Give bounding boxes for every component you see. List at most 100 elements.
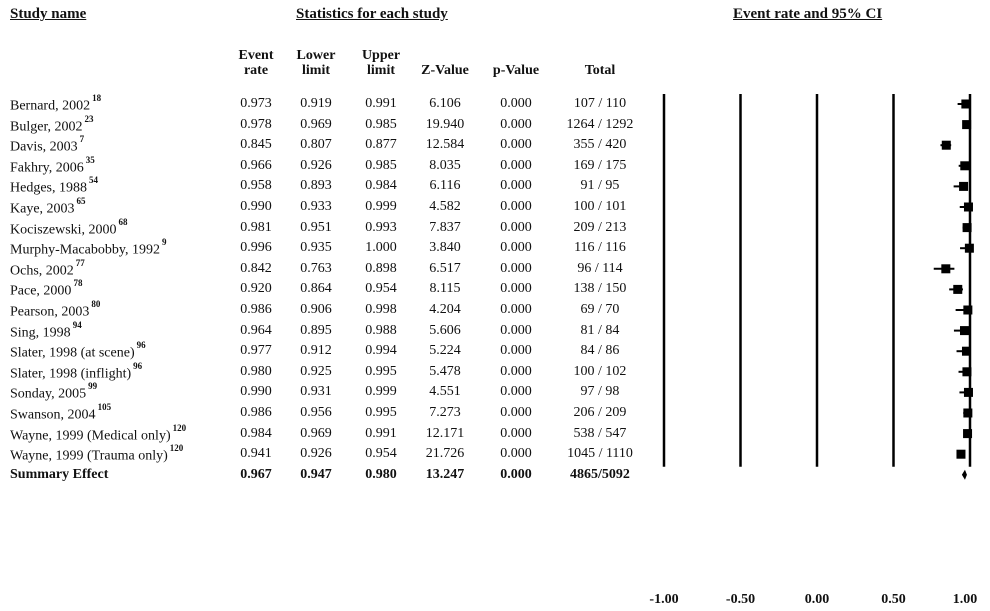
study-name: Kaye, 200365	[10, 196, 86, 218]
cell-p-value: 0.000	[500, 322, 532, 338]
col-p-value: p-Value	[492, 63, 540, 78]
header-plot: Event rate and 95% CI	[733, 6, 883, 22]
cell-total: 209 / 213	[573, 219, 627, 235]
study-name: Wayne, 1999 (Medical only)120	[10, 423, 186, 445]
cell-p-value: 0.000	[500, 281, 532, 297]
point-estimate	[960, 161, 970, 171]
point-estimate	[959, 181, 969, 191]
cell-total: 96 / 114	[577, 260, 623, 276]
study-name: Fakhry, 200635	[10, 155, 95, 177]
table-row: Kociszewski, 200068 0.981 0.951 0.993 7.837 0…	[0, 217, 990, 239]
point-estimate	[963, 387, 973, 397]
table-row: Pace, 200078 0.920 0.864 0.954 8.115 0.000 138…	[0, 278, 990, 300]
cell-z-value: 8.115	[429, 281, 461, 297]
study-marker	[953, 326, 969, 336]
cell-lower-limit: 0.947	[300, 466, 332, 482]
cell-total: 138 / 150	[573, 281, 627, 297]
summary-diamond	[961, 469, 967, 480]
cell-total: 100 / 102	[573, 363, 627, 379]
cell-z-value: 7.273	[429, 405, 461, 420]
cell-p-value: 0.000	[500, 260, 532, 276]
cell-total: 91 / 95	[580, 178, 620, 194]
study-marker	[958, 161, 970, 171]
cell-upper-limit: 0.985	[365, 116, 397, 132]
point-estimate	[963, 305, 973, 315]
study-name-text: Sonday, 2005	[10, 387, 87, 403]
x-tick-label: -0.50	[725, 592, 756, 607]
col-lower-limit-line1: Lower	[296, 48, 336, 63]
cell-total: 116 / 116	[574, 240, 626, 256]
reference-number: 7	[79, 134, 85, 145]
point-estimate	[961, 346, 971, 356]
cell-upper-limit: 0.999	[365, 384, 397, 400]
cell-p-value: 0.000	[500, 363, 532, 379]
point-estimate	[941, 264, 951, 274]
cell-upper-limit: 1.000	[365, 240, 397, 256]
table-row: Ochs, 200277 0.842 0.763 0.898 6.517 0.000 96 …	[0, 258, 990, 279]
header-study-name: Study name	[10, 6, 87, 22]
study-name: Murphy-Macabobby, 19929	[10, 237, 166, 259]
study-name-text: Kociszewski, 2000	[10, 222, 117, 238]
study-name: Kociszewski, 200068	[10, 217, 128, 239]
cell-z-value: 3.840	[429, 240, 461, 256]
cell-lower-limit: 0.926	[300, 446, 332, 462]
cell-p-value: 0.000	[500, 137, 532, 153]
cell-total: 107 / 110	[573, 96, 627, 111]
cell-p-value: 0.000	[500, 405, 532, 420]
point-estimate	[941, 140, 951, 150]
cell-p-value: 0.000	[500, 466, 532, 482]
cell-total: 538 / 547	[573, 425, 627, 441]
cell-event-rate: 0.990	[240, 384, 272, 400]
study-marker	[933, 264, 955, 274]
study-name: Hedges, 198854	[10, 175, 98, 197]
cell-event-rate: 0.967	[240, 466, 272, 482]
point-estimate	[962, 120, 972, 130]
study-name: Pace, 200078	[10, 278, 82, 300]
study-name-text: Sing, 1998	[10, 325, 71, 341]
cell-p-value: 0.000	[500, 446, 532, 462]
cell-event-rate: 0.984	[240, 425, 272, 441]
col-event-rate-line1: Event	[238, 48, 274, 63]
cell-lower-limit: 0.895	[300, 322, 332, 338]
study-name-text: Bernard, 2002	[10, 98, 91, 114]
x-tick-label: 0.50	[881, 592, 906, 607]
study-name: Sonday, 200599	[10, 381, 97, 403]
study-name: Pearson, 200380	[10, 299, 100, 321]
cell-z-value: 4.582	[429, 199, 461, 214]
cell-lower-limit: 0.969	[300, 425, 332, 441]
table-row: Wayne, 1999 (Trauma only)120 0.941 0.926 0.…	[0, 443, 990, 465]
study-name-text: Pearson, 2003	[10, 304, 90, 320]
cell-lower-limit: 0.807	[300, 137, 332, 153]
table-row: Bernard, 200218 0.973 0.919 0.991 6.106 0.000…	[0, 93, 990, 114]
table-row: Sonday, 200599 0.990 0.931 0.999 4.551 0.000 9…	[0, 381, 990, 403]
study-name-text: Slater, 1998 (inflight)	[10, 366, 132, 382]
study-name-text: Wayne, 1999 (Medical only)	[10, 428, 171, 444]
col-upper-limit-line1: Upper	[361, 48, 401, 63]
cell-lower-limit: 0.969	[300, 116, 332, 132]
header-statistics: Statistics for each study	[296, 6, 448, 22]
reference-number: 94	[72, 319, 82, 330]
study-marker	[962, 223, 972, 233]
cell-event-rate: 0.941	[240, 446, 272, 462]
point-estimate	[959, 326, 969, 336]
table-row: Davis, 20037 0.845 0.807 0.877 12.584 0.000 35…	[0, 134, 990, 155]
point-estimate	[962, 223, 972, 233]
cell-total: 100 / 101	[573, 199, 627, 214]
point-estimate	[964, 243, 974, 253]
col-upper-limit-line2: limit	[367, 63, 395, 78]
cell-event-rate: 0.845	[240, 137, 272, 153]
study-name: Slater, 1998 (inflight)96	[10, 361, 142, 383]
study-marker	[949, 284, 963, 294]
cell-upper-limit: 0.980	[365, 466, 397, 482]
cell-upper-limit: 0.999	[365, 199, 397, 214]
study-name: Wayne, 1999 (Trauma only)120	[10, 443, 183, 465]
cell-lower-limit: 0.956	[300, 405, 332, 420]
point-estimate	[961, 99, 971, 109]
cell-total: 4865/5092	[570, 466, 630, 482]
table-row: Pearson, 200380 0.986 0.906 0.998 4.204 0.000…	[0, 299, 990, 321]
study-name-text: Davis, 2003	[10, 139, 78, 155]
reference-number: 105	[97, 402, 112, 412]
cell-lower-limit: 0.906	[300, 302, 332, 317]
cell-event-rate: 0.966	[240, 157, 272, 173]
table-row: Slater, 1998 (inflight)96 0.980 0.925 0.995…	[0, 361, 990, 383]
